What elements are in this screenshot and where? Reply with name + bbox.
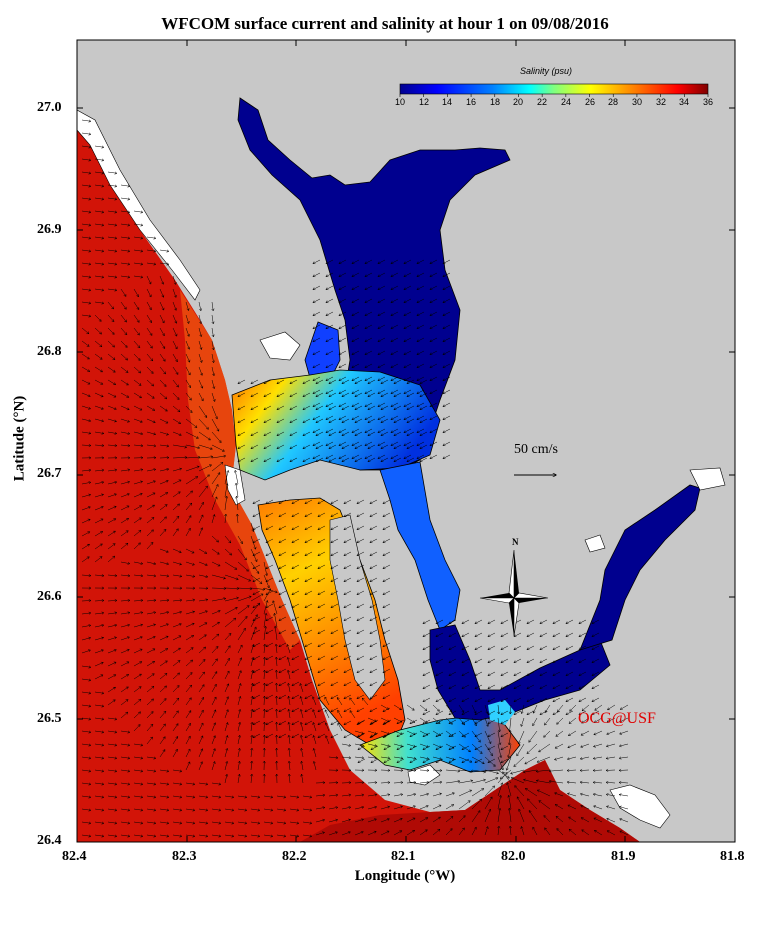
y-tick-label: 26.5 [37,711,62,727]
colorbar-tick-label: 34 [679,97,689,107]
colorbar-tick-label: 12 [419,97,429,107]
colorbar-title: Salinity (psu) [520,66,572,76]
colorbar-tick-label: 32 [656,97,666,107]
y-tick-label: 26.8 [37,344,62,360]
y-tick-label: 26.7 [37,466,62,482]
charlotte-harbor [232,370,440,480]
colorbar-tick-label: 24 [561,97,571,107]
colorbar-tick-label: 22 [537,97,547,107]
compass-north-label: N [512,537,519,547]
colorbar-tick-label: 18 [490,97,500,107]
x-tick-label: 82.0 [501,849,526,865]
colorbar [400,84,708,94]
y-tick-label: 26.6 [37,589,62,605]
x-tick-label: 82.2 [282,849,307,865]
colorbar-tick-label: 30 [632,97,642,107]
x-tick-label: 82.3 [172,849,197,865]
x-tick-label: 81.8 [720,849,745,865]
colorbar-tick-label: 28 [608,97,618,107]
x-axis-label: Longitude (°W) [0,868,770,885]
x-tick-label: 82.4 [62,849,87,865]
x-tick-label: 81.9 [611,849,636,865]
y-tick-label: 26.9 [37,222,62,238]
y-tick-label: 27.0 [37,100,62,116]
colorbar-tick-label: 10 [395,97,405,107]
colorbar-tick-label: 20 [513,97,523,107]
scale-label: 50 cm/s [514,442,558,458]
y-tick-label: 26.4 [37,833,62,849]
colorbar-tick-label: 26 [585,97,595,107]
credit-label: OCG@USF [578,710,656,728]
x-tick-label: 82.1 [391,849,416,865]
colorbar-tick-label: 36 [703,97,713,107]
colorbar-tick-label: 16 [466,97,476,107]
y-axis-label: Latitude (°N) [12,359,29,519]
colorbar-tick-label: 14 [442,97,452,107]
figure-title: WFCOM surface current and salinity at ho… [0,14,770,34]
